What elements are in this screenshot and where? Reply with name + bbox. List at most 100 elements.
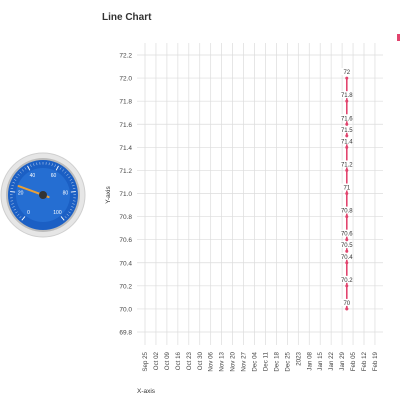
x-tick-label: Oct 02 xyxy=(153,351,160,370)
gauge-tick xyxy=(10,188,14,190)
data-point xyxy=(345,249,349,253)
y-tick-label: 71.0 xyxy=(119,191,132,198)
gauge-tick xyxy=(66,173,69,176)
gauge-tick xyxy=(17,173,20,176)
gauge-tick xyxy=(11,185,14,187)
x-tick-label: Oct 16 xyxy=(175,351,182,370)
gauge-tick xyxy=(72,188,76,190)
y-tick-label: 72.0 xyxy=(119,76,132,83)
gauge-tick xyxy=(64,171,67,174)
gauge-tick xyxy=(64,216,67,219)
gauge-tick xyxy=(68,176,71,179)
gauge-tick xyxy=(66,213,69,216)
gauge: 0 20 40 60 80 100 xyxy=(0,152,86,238)
data-label: 71 xyxy=(343,186,350,192)
gauge-tick xyxy=(69,179,73,181)
gauge-tick xyxy=(68,211,71,214)
gauge-tick xyxy=(55,165,59,171)
y-tick-label: 70.0 xyxy=(119,306,132,313)
gauge-label: 0 xyxy=(27,210,30,216)
gauge-tick xyxy=(51,163,53,166)
data-label: 70.2 xyxy=(341,278,353,284)
gauge-hub xyxy=(39,191,47,199)
x-tick-label: Feb 19 xyxy=(372,351,379,371)
data-point xyxy=(345,145,349,149)
gauge-dial: 0 20 40 60 80 100 xyxy=(0,152,86,238)
gauge-tick xyxy=(62,169,65,172)
y-tick-label: 71.8 xyxy=(119,99,132,106)
gauge-tick xyxy=(12,206,15,208)
y-tick-label: 70.8 xyxy=(119,214,132,221)
data-label: 71.4 xyxy=(341,139,353,145)
data-label-bg xyxy=(341,183,353,191)
gauge-tick xyxy=(27,165,31,171)
gauge-tick xyxy=(59,167,62,170)
gauge-tick xyxy=(24,167,27,170)
x-tick-label: Jan 08 xyxy=(306,351,313,370)
data-point xyxy=(345,168,349,172)
data-label-bg xyxy=(341,241,353,249)
data-label: 71.6 xyxy=(341,116,353,122)
gauge-tick xyxy=(15,211,18,214)
data-point xyxy=(345,122,349,126)
gauge-tick xyxy=(71,206,74,208)
x-tick-label: Nov 06 xyxy=(208,351,215,371)
gauge-tick xyxy=(17,213,20,216)
x-tick-label: Nov 13 xyxy=(219,351,226,371)
gauge-tick xyxy=(69,208,73,211)
data-label-bg xyxy=(341,68,353,76)
gauge-tick xyxy=(19,216,22,219)
x-tick-label: Oct 30 xyxy=(197,351,204,370)
x-axis-label: X-axis xyxy=(137,388,156,395)
data-point xyxy=(345,192,349,195)
gauge-tick xyxy=(30,164,32,167)
y-tick-label: 69.8 xyxy=(119,330,132,337)
gauge-label: 60 xyxy=(51,173,57,179)
gauge-tick xyxy=(11,203,14,205)
gauge-tick xyxy=(19,171,22,174)
x-tick-label: Feb 12 xyxy=(361,351,368,371)
y-tick-label: 71.6 xyxy=(119,122,132,129)
y-tick-label: 72.2 xyxy=(119,53,132,60)
data-point xyxy=(345,238,349,242)
data-label-bg xyxy=(341,125,353,133)
gauge-tick xyxy=(13,208,17,211)
y-tick-label: 70.2 xyxy=(119,283,132,290)
gauge-tick xyxy=(21,169,24,172)
gauge-tick xyxy=(21,216,26,221)
data-label: 70 xyxy=(343,301,350,307)
data-label-bg xyxy=(341,114,353,122)
x-tick-label: Dec 11 xyxy=(262,351,269,371)
x-tick-label: Feb 05 xyxy=(350,351,357,371)
x-tick-label: Dec 25 xyxy=(284,351,291,371)
y-axis-label: Y-axis xyxy=(105,186,112,204)
gauge-tick xyxy=(72,185,75,187)
data-label-bg xyxy=(341,160,353,168)
data-point xyxy=(345,134,349,138)
x-tick-label: Jan 22 xyxy=(328,351,335,370)
gauge-tick xyxy=(15,176,18,179)
x-tick-label: 2023 xyxy=(295,351,302,365)
x-tick-label: Dec 18 xyxy=(273,351,280,371)
x-tick-label: Sep 25 xyxy=(142,351,149,371)
data-label: 71.8 xyxy=(341,93,353,99)
y-tick-label: 70.6 xyxy=(119,237,132,244)
x-tick-label: Nov 27 xyxy=(241,351,248,371)
data-point xyxy=(345,76,349,80)
gauge-label: 80 xyxy=(63,191,69,197)
gauge-tick xyxy=(33,163,35,166)
x-tick-label: Jan 15 xyxy=(317,351,324,370)
data-label: 70.8 xyxy=(341,209,353,215)
data-point xyxy=(345,99,349,103)
data-label-bg xyxy=(341,137,353,145)
chart-title: Line Chart xyxy=(102,12,152,23)
gauge-label: 40 xyxy=(30,173,36,179)
data-label: 70.6 xyxy=(341,232,353,238)
data-label-bg xyxy=(341,229,353,237)
gauge-tick xyxy=(60,216,65,221)
gauge-tick xyxy=(13,179,17,181)
x-tick-label: Oct 23 xyxy=(186,351,193,370)
x-tick-label: Dec 04 xyxy=(252,351,259,371)
data-label: 70.4 xyxy=(341,255,353,261)
